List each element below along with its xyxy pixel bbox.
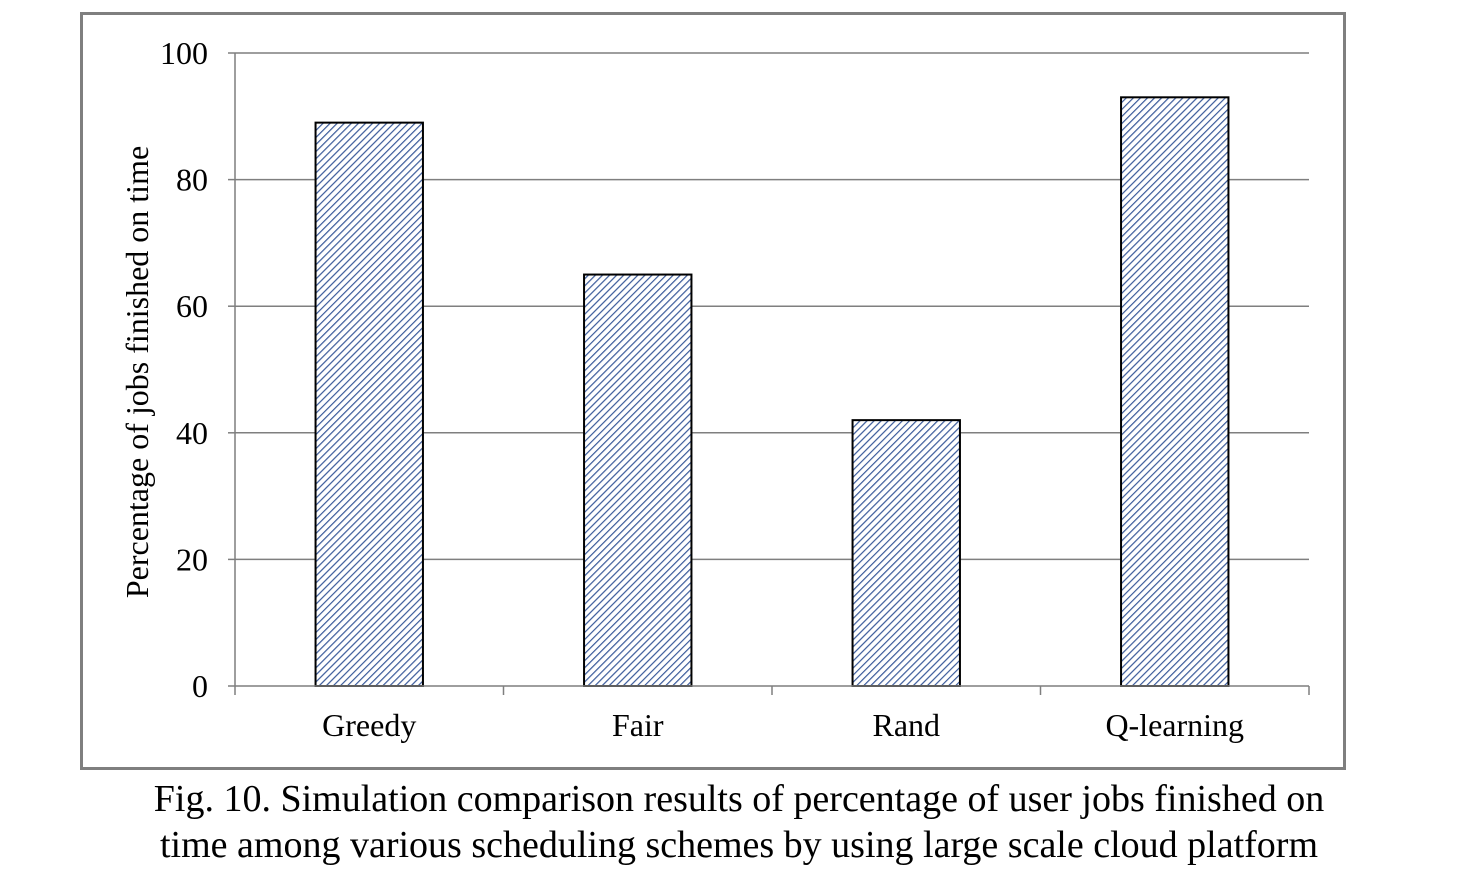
- bar-greedy: [314, 121, 424, 687]
- y-tick-label: 80: [176, 162, 208, 198]
- caption-line-2: time among various scheduling schemes by…: [159, 824, 1319, 866]
- caption-line-1: Fig. 10. Simulation comparison results o…: [153, 778, 1325, 820]
- y-tick-label: 60: [176, 288, 208, 324]
- bars: [314, 96, 1230, 687]
- x-category-label: Fair: [612, 707, 664, 743]
- y-tick-label: 0: [192, 668, 208, 704]
- bar-rand: [851, 419, 961, 687]
- x-category-label: Q-learning: [1105, 707, 1244, 743]
- y-axis-title: Percentage of jobs finished on time: [119, 146, 155, 598]
- y-tick-label: 100: [160, 35, 208, 71]
- bar-fair: [583, 273, 693, 687]
- x-category-label: Rand: [872, 707, 940, 743]
- figure-caption: Fig. 10. Simulation comparison results o…: [0, 776, 1478, 868]
- y-tick-label: 40: [176, 415, 208, 451]
- axes: 0 20 40 60 80 100 Greedy Fair Rand Q-learning: [160, 35, 1310, 743]
- x-category-label: Greedy: [322, 707, 416, 743]
- bar-q-learning: [1120, 96, 1230, 687]
- y-tick-label: 20: [176, 541, 208, 577]
